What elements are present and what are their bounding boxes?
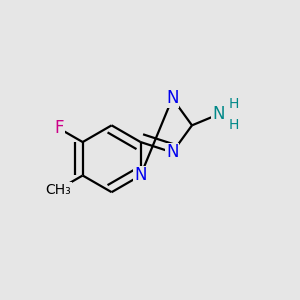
Text: N: N bbox=[134, 167, 147, 184]
Text: F: F bbox=[54, 119, 64, 137]
Text: N: N bbox=[166, 143, 178, 161]
Text: N: N bbox=[166, 89, 178, 107]
Text: N: N bbox=[212, 105, 224, 123]
Text: H: H bbox=[229, 97, 239, 111]
Text: CH₃: CH₃ bbox=[45, 183, 71, 197]
Text: H: H bbox=[229, 118, 239, 132]
